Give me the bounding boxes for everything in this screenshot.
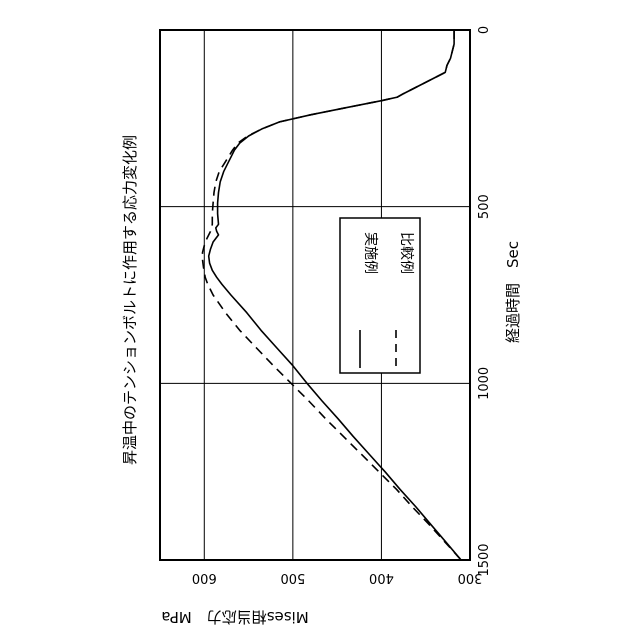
x-axis-label: 経過時間 Sec — [504, 241, 522, 343]
x-tick-label: 1000 — [477, 367, 492, 400]
chart-title: 昇温中のテンションボルトに作用する応力変化例 — [121, 135, 139, 465]
y-tick-label: 500 — [280, 570, 305, 585]
legend-label-hikakurei: 比較例 — [398, 232, 414, 274]
series-line-hikakurei — [203, 30, 462, 560]
legend-label-jisshirei: 実施例 — [362, 232, 378, 274]
y-tick-label: 300 — [458, 570, 483, 585]
legend: 実施例 比較例 — [340, 218, 420, 373]
series-line-jisshirei — [209, 30, 461, 560]
x-tick-label: 500 — [477, 194, 492, 219]
plot-frame — [160, 30, 470, 560]
y-axis-label: Mises相当応力 MPa — [161, 608, 308, 626]
series-layer — [203, 30, 462, 560]
x-tick-label: 0 — [477, 26, 492, 34]
y-tick-label: 600 — [192, 570, 217, 585]
grid — [160, 30, 470, 560]
y-tick-label: 400 — [369, 570, 394, 585]
